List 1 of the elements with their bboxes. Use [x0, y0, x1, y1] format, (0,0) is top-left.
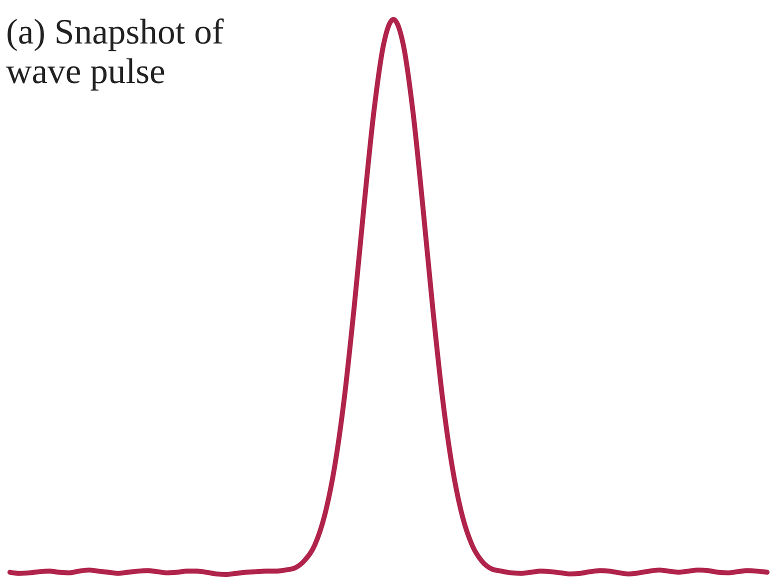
chart-title: (a) Snapshot of wave pulse: [6, 11, 224, 91]
